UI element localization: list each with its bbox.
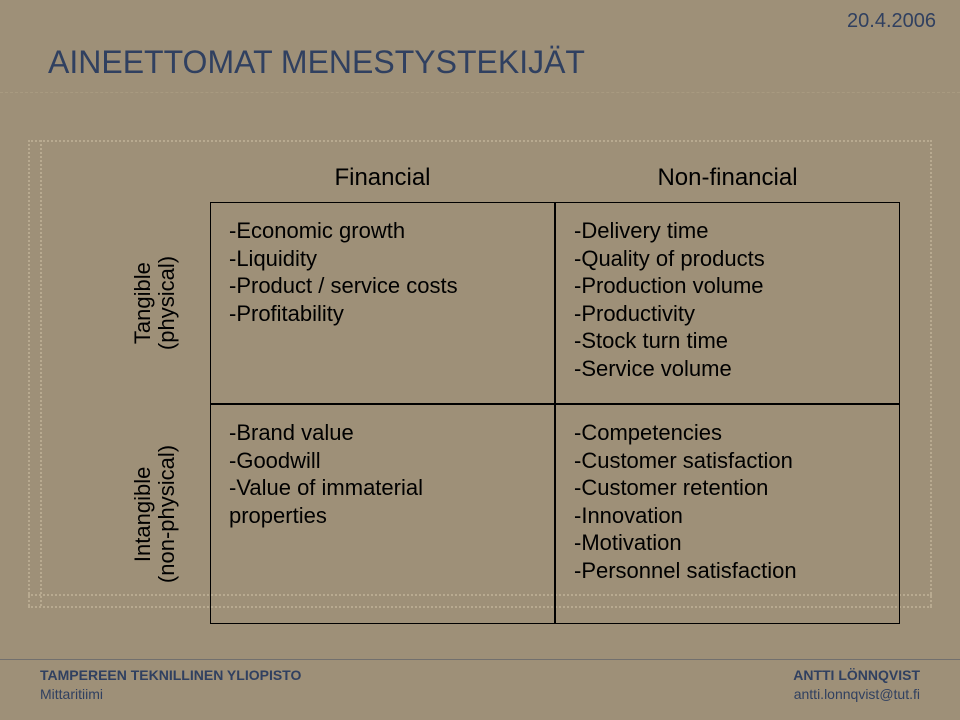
footer-email: antti.lonnqvist@tut.fi bbox=[793, 685, 920, 704]
footer-left: TAMPEREEN TEKNILLINEN YLIOPISTO Mittarit… bbox=[40, 666, 301, 704]
cell-tangible-financial: -Economic growth -Liquidity -Product / s… bbox=[210, 202, 555, 404]
footer-org: TAMPEREEN TEKNILLINEN YLIOPISTO bbox=[40, 666, 301, 685]
footer-right: ANTTI LÖNNQVIST antti.lonnqvist@tut.fi bbox=[793, 666, 920, 704]
guide-line bbox=[40, 140, 42, 606]
matrix-header-row: Financial Non-financial bbox=[100, 160, 900, 202]
list-item: -Service volume bbox=[574, 355, 881, 383]
list-item: properties bbox=[229, 502, 536, 530]
footer-team: Mittaritiimi bbox=[40, 685, 301, 704]
cell-tangible-nonfinancial: -Delivery time -Quality of products -Pro… bbox=[555, 202, 900, 404]
list-item: -Production volume bbox=[574, 272, 881, 300]
cell-intangible-nonfinancial: -Competencies -Customer satisfaction -Cu… bbox=[555, 404, 900, 624]
list-item: -Delivery time bbox=[574, 217, 881, 245]
footer-rule bbox=[0, 659, 960, 660]
matrix-corner bbox=[100, 160, 210, 202]
footer-author: ANTTI LÖNNQVIST bbox=[793, 666, 920, 685]
guide-line bbox=[930, 140, 932, 606]
col-header-nonfinancial: Non-financial bbox=[555, 160, 900, 202]
list-item: -Customer retention bbox=[574, 474, 881, 502]
matrix-row-intangible: Intangible (non-physical) -Brand value -… bbox=[100, 404, 900, 624]
row-label-line2: (non-physical) bbox=[154, 445, 179, 583]
cell-intangible-financial: -Brand value -Goodwill -Value of immater… bbox=[210, 404, 555, 624]
title-rule bbox=[0, 92, 960, 93]
row-label-line2: (physical) bbox=[154, 256, 179, 350]
list-item: -Profitability bbox=[229, 300, 536, 328]
date-badge: 20.4.2006 bbox=[847, 10, 936, 33]
list-item: -Brand value bbox=[229, 419, 536, 447]
row-label-line1: Tangible bbox=[130, 262, 155, 344]
row-label-text: Tangible (physical) bbox=[131, 256, 179, 350]
list-item: -Value of immaterial bbox=[229, 474, 536, 502]
list-item: -Product / service costs bbox=[229, 272, 536, 300]
list-item: -Stock turn time bbox=[574, 327, 881, 355]
list-item: -Competencies bbox=[574, 419, 881, 447]
matrix-row-tangible: Tangible (physical) -Economic growth -Li… bbox=[100, 202, 900, 404]
matrix-table: Financial Non-financial Tangible (physic… bbox=[100, 160, 900, 624]
list-item: -Innovation bbox=[574, 502, 881, 530]
list-item: -Productivity bbox=[574, 300, 881, 328]
list-item: -Liquidity bbox=[229, 245, 536, 273]
row-label-intangible: Intangible (non-physical) bbox=[100, 404, 210, 624]
list-item: -Personnel satisfaction bbox=[574, 557, 881, 585]
row-label-text: Intangible (non-physical) bbox=[131, 445, 179, 583]
page-title: AINEETTOMAT MENESTYSTEKIJÄT bbox=[48, 44, 585, 81]
list-item: -Quality of products bbox=[574, 245, 881, 273]
list-item: -Economic growth bbox=[229, 217, 536, 245]
row-label-line1: Intangible bbox=[130, 466, 155, 561]
guide-line bbox=[28, 140, 932, 142]
row-label-tangible: Tangible (physical) bbox=[100, 202, 210, 404]
list-item: -Goodwill bbox=[229, 447, 536, 475]
col-header-financial: Financial bbox=[210, 160, 555, 202]
guide-line bbox=[28, 140, 30, 606]
slide: 20.4.2006 AINEETTOMAT MENESTYSTEKIJÄT Fi… bbox=[0, 0, 960, 720]
list-item: -Customer satisfaction bbox=[574, 447, 881, 475]
list-item: -Motivation bbox=[574, 529, 881, 557]
